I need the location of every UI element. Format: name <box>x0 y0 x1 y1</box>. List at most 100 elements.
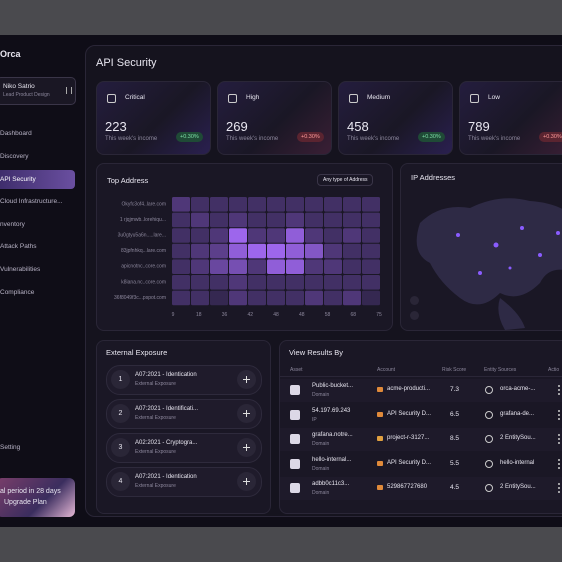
row-actions[interactable] <box>558 458 561 470</box>
heat-cell <box>191 259 209 274</box>
exposure-item[interactable]: 3 A02:2021 - Cryptogra... External Exposur… <box>106 433 262 463</box>
settings[interactable]: Setting <box>0 444 21 451</box>
source-icon <box>485 410 493 419</box>
item-title: A07:2021 - Identication <box>135 474 197 480</box>
exposure-panel: External Exposure 1 A07:2021 - Identicatio… <box>96 340 271 514</box>
heat-cell <box>286 275 304 290</box>
asset-type: IP <box>312 416 317 423</box>
ip-dots <box>456 226 560 275</box>
row-bg <box>280 379 562 402</box>
heat-cell <box>267 290 285 306</box>
exposure-item[interactable]: 2 A07:2021 - Identificati... External Expo… <box>106 399 262 429</box>
account: API Security D... <box>387 459 432 466</box>
user-box: Niko Satrio Lead Product Design <box>0 77 76 105</box>
dot <box>558 417 560 420</box>
heat-cell <box>362 290 380 306</box>
nav-item[interactable]: Cloud Infrastructure... <box>0 198 63 205</box>
heat-cell <box>191 228 209 243</box>
heat-cell <box>362 259 380 274</box>
add-button[interactable] <box>237 370 256 389</box>
heat-cell <box>324 243 342 259</box>
heat-cell <box>191 197 209 212</box>
heat-cell <box>229 259 247 274</box>
asset-name: hello-internal... <box>312 456 352 463</box>
exposure-item[interactable]: 4 A07:2021 - Identication External Exposur… <box>106 467 262 497</box>
plus-v <box>246 478 247 485</box>
heat-cell <box>267 259 285 274</box>
user-role: Lead Product Design <box>3 92 50 98</box>
zoom-button[interactable] <box>410 296 419 305</box>
item-title: A07:2021 - Identication <box>135 372 197 378</box>
trial-box: al period in 28 days Upgrade Plan <box>0 478 75 517</box>
row-actions[interactable] <box>558 409 561 421</box>
account-icon <box>377 411 383 417</box>
nav-item[interactable]: Discovery <box>0 153 29 160</box>
nav-item[interactable]: nventory <box>0 221 25 228</box>
column-header: Risk Score <box>442 367 467 373</box>
heat-cell <box>305 290 323 306</box>
nav-active <box>0 170 75 189</box>
heat-cell <box>248 243 266 259</box>
heat-cell <box>172 290 190 306</box>
risk-score: 4.5 <box>450 484 460 491</box>
add-button[interactable] <box>237 472 256 491</box>
nav-item[interactable]: API Security <box>0 176 36 183</box>
heat-cell <box>248 259 266 274</box>
heat-cell <box>324 212 342 228</box>
item-title: A02:2021 - Cryptogra... <box>135 440 198 446</box>
change-badge: +0.30% <box>418 132 445 142</box>
heat-cell <box>248 228 266 243</box>
heat-cell <box>248 275 266 290</box>
x-label: 68 <box>350 312 356 318</box>
row-actions[interactable] <box>558 483 561 494</box>
heat-cell <box>286 259 304 274</box>
heat-cell <box>305 228 323 243</box>
asset-icon <box>290 409 300 420</box>
add-button[interactable] <box>237 438 256 457</box>
asset-name: 54.197.69.243 <box>312 407 351 414</box>
add-button[interactable] <box>237 404 256 423</box>
card-value: 269 <box>226 119 248 134</box>
heat-cell <box>229 228 247 243</box>
heat-cell <box>229 212 247 228</box>
heat-cell <box>305 243 323 259</box>
chevron <box>66 87 72 94</box>
heat-cell <box>286 290 304 306</box>
app: IP Addresses Orca Niko Satrio Lead Product… <box>0 35 562 527</box>
results-panel: View Results By Asset Account Risk Score Ent… <box>279 340 562 514</box>
nav-item[interactable]: Attack Paths <box>0 243 37 250</box>
account-icon <box>377 460 383 466</box>
nav-item[interactable]: Vulnerabilities <box>0 266 41 273</box>
heat-cell <box>286 243 304 259</box>
heat-cell <box>172 275 190 290</box>
heat-cell <box>324 228 342 243</box>
asset-icon <box>290 434 300 444</box>
user-name: Niko Satrio <box>3 83 35 90</box>
asset-type: Domain <box>312 465 330 472</box>
nav-item[interactable]: Compliance <box>0 289 35 296</box>
row-actions[interactable] <box>558 434 561 445</box>
asset-name: Public-bucket... <box>312 383 354 389</box>
exposure-item[interactable]: 1 A07:2021 - Identication External Exposur… <box>106 365 262 395</box>
trial-text: al period in 28 days <box>0 488 61 495</box>
heat-cell <box>267 228 285 243</box>
asset-name: adbb0c11c3... <box>312 481 350 487</box>
heat-cell <box>305 275 323 290</box>
card-value: 789 <box>468 119 490 134</box>
filter-dropdown[interactable]: Any type of Address <box>317 174 374 186</box>
heat-cell <box>324 290 342 306</box>
heat-cell <box>229 243 247 259</box>
item-subtitle: External Exposure <box>135 415 176 421</box>
row-label: k8iana.nc..core.com <box>121 279 166 285</box>
stat-card: Low 789 This week's income +0.30% <box>459 81 562 155</box>
zoom-button[interactable] <box>410 311 419 320</box>
landmass <box>498 298 525 330</box>
upgrade-button[interactable]: Upgrade Plan <box>4 499 47 506</box>
heat-cell <box>248 290 266 306</box>
account: API Security D... <box>387 410 432 417</box>
nav-item[interactable]: Dashboard <box>0 130 32 137</box>
asset-icon <box>290 458 300 469</box>
heat-cell <box>343 197 361 212</box>
row-actions[interactable] <box>558 385 561 396</box>
row-label: 3u0gtyu5a6n.....lare... <box>118 233 166 239</box>
